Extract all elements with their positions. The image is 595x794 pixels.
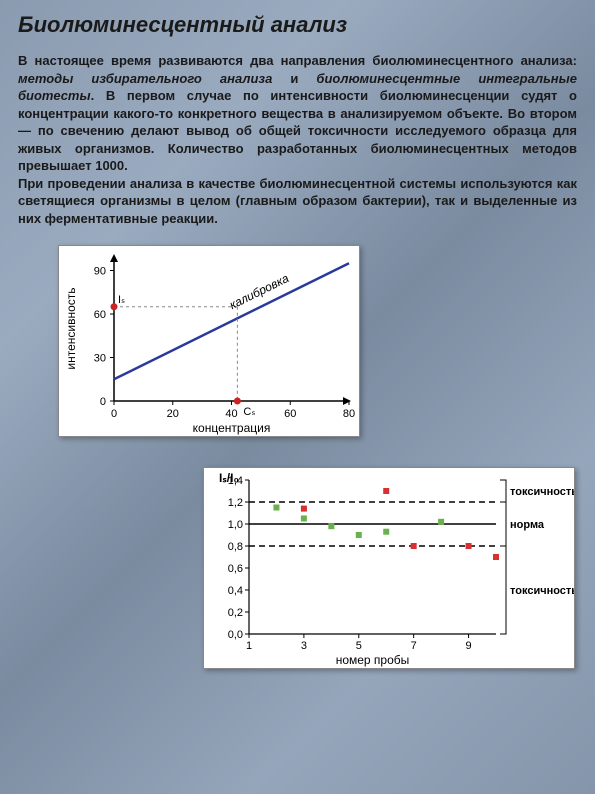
svg-text:80: 80 <box>343 408 355 420</box>
calibration-chart: 0 20 40 60 80 0 30 60 90 Cₛ Iₛ концентрация интенсив… <box>58 245 360 437</box>
svg-text:60: 60 <box>284 408 296 420</box>
svg-text:концентрация: концентрация <box>193 421 271 435</box>
svg-text:токсичность: токсичность <box>510 585 574 597</box>
svg-text:1,0: 1,0 <box>228 519 243 531</box>
svg-text:3: 3 <box>301 640 307 652</box>
svg-text:Iₛ: Iₛ <box>118 294 125 306</box>
svg-text:номер пробы: номер пробы <box>336 653 410 667</box>
svg-text:0,2: 0,2 <box>228 607 243 619</box>
svg-text:0,0: 0,0 <box>228 629 243 641</box>
svg-text:0: 0 <box>111 408 117 420</box>
svg-text:норма: норма <box>510 519 545 531</box>
svg-text:токсичность: токсичность <box>510 486 574 498</box>
page-title: Биолюминесцентный анализ <box>18 12 577 38</box>
svg-text:интенсивность: интенсивность <box>64 288 78 370</box>
svg-text:7: 7 <box>411 640 417 652</box>
svg-text:0: 0 <box>100 396 106 408</box>
svg-text:20: 20 <box>167 408 179 420</box>
svg-text:40: 40 <box>225 408 237 420</box>
svg-text:0,8: 0,8 <box>228 541 243 553</box>
svg-text:9: 9 <box>465 640 471 652</box>
svg-text:Iₛ/I₀: Iₛ/I₀ <box>219 471 239 485</box>
svg-text:30: 30 <box>94 353 106 365</box>
svg-text:1: 1 <box>246 640 252 652</box>
svg-text:5: 5 <box>356 640 362 652</box>
svg-text:1,2: 1,2 <box>228 497 243 509</box>
svg-text:калибровка: калибровка <box>227 271 291 312</box>
body-paragraph: В настоящее время развиваются два направ… <box>18 52 577 227</box>
svg-text:90: 90 <box>94 266 106 278</box>
svg-text:Cₛ: Cₛ <box>243 406 255 418</box>
svg-text:0,6: 0,6 <box>228 563 243 575</box>
toxicity-scatter-chart: 0,00,20,40,60,81,01,21,413579токсичность… <box>203 467 575 669</box>
svg-text:60: 60 <box>94 309 106 321</box>
svg-text:0,4: 0,4 <box>228 585 243 597</box>
